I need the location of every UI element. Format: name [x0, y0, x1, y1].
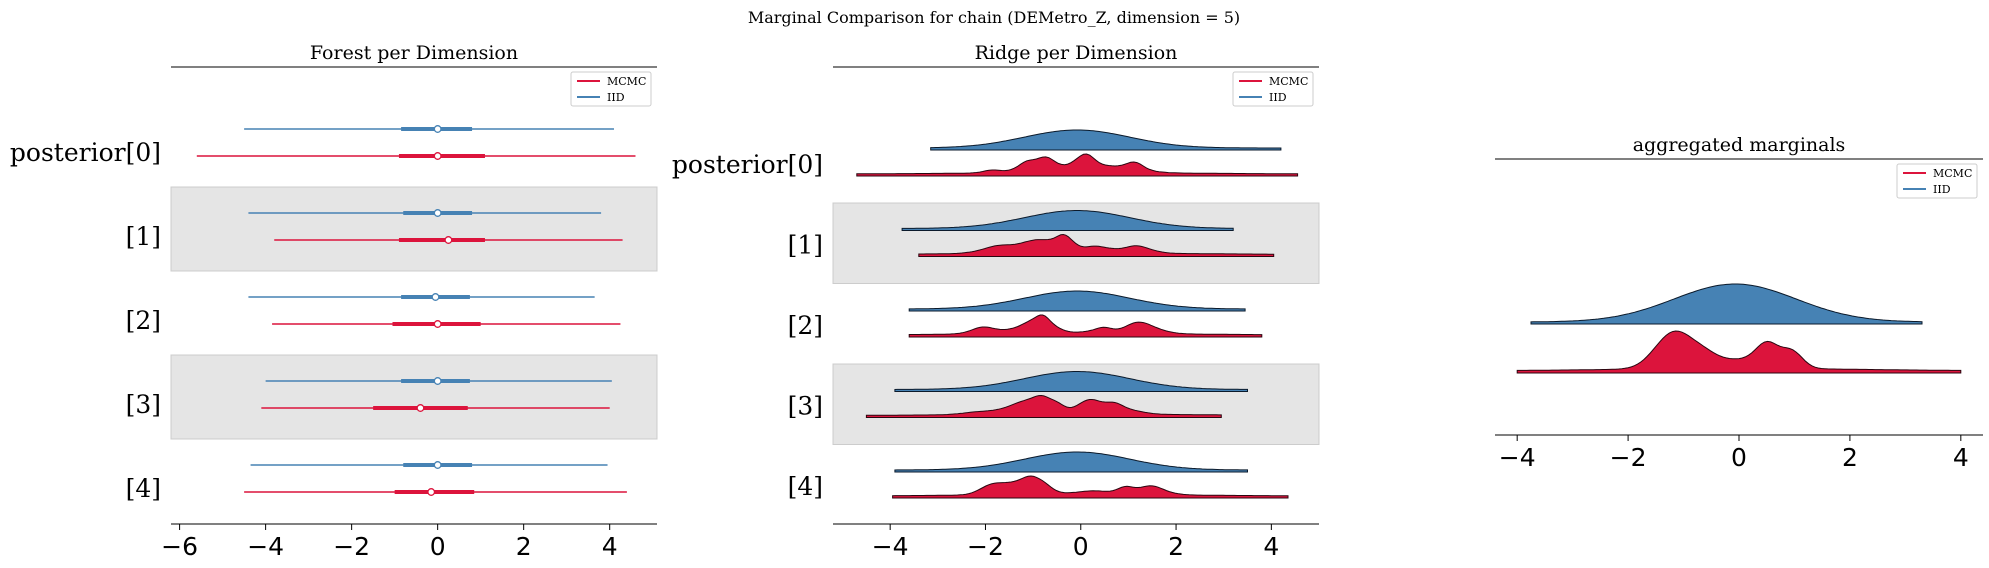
forest-panel: Forest per Dimension posterior[0] [1] [2] [… [10, 42, 658, 561]
forest-legend-iid-label: IID [607, 91, 625, 104]
forest-mcmc-median-point [433, 320, 442, 328]
forest-mcmc-median-point [427, 488, 436, 496]
aggregated-legend: MCMC IID [1896, 163, 1978, 199]
forest-iid-median-point [433, 461, 442, 469]
ridge-x-tick-label: −4 [872, 532, 909, 561]
ridge-mcmc-density [856, 153, 1299, 177]
ridge-x-tick-label: −2 [967, 532, 1004, 561]
forest-row-band [170, 354, 658, 440]
forest-x-tick-label: 2 [516, 532, 532, 561]
forest-row-label: posterior[0] [10, 138, 161, 167]
forest-iid-median-point [433, 125, 442, 133]
ridge-mcmc-density [908, 314, 1263, 338]
figure-suptitle: Marginal Comparison for chain (DEMetro_Z… [748, 8, 1240, 27]
aggregated-panel-title: aggregated marginals [1633, 134, 1846, 156]
forest-row-label: [4] [126, 474, 161, 503]
ridge-mcmc-density [918, 233, 1275, 257]
forest-iid-median-point [433, 209, 442, 217]
aggregated-x-tick-label: 4 [1953, 443, 1969, 472]
ridge-iid-density [901, 210, 1234, 231]
ridge-row-label: [1] [788, 231, 823, 260]
aggregated-x-tick-label: 0 [1731, 443, 1747, 472]
ridge-row-label: [4] [788, 472, 823, 501]
ridge-mcmc-density [892, 475, 1289, 499]
ridge-legend: MCMC IID [1232, 71, 1314, 107]
forest-legend-mcmc-label: MCMC [607, 75, 646, 88]
ridge-iid-density [894, 451, 1248, 473]
ridge-mcmc-density [865, 394, 1222, 418]
ridge-x-tick-label: 2 [1168, 532, 1184, 561]
forest-iid-median-point [433, 377, 442, 385]
ridge-iid-density [894, 371, 1248, 392]
ridge-x-tick-label: 0 [1073, 532, 1089, 561]
forest-row-label: [1] [126, 222, 161, 251]
forest-panel-title: Forest per Dimension [310, 42, 518, 64]
aggregated-mcmc-density [1516, 330, 1962, 374]
aggregated-x-tick-label: 2 [1842, 443, 1858, 472]
forest-x-tick-label: 4 [602, 532, 618, 561]
forest-x-tick-label: −2 [333, 532, 370, 561]
aggregated-x-tick-label: −4 [1499, 443, 1536, 472]
forest-x-tick-label: −6 [161, 532, 198, 561]
aggregated-panel: aggregated marginals −4 −2 0 2 4 MCMC IID [1495, 134, 1983, 472]
ridge-legend-mcmc-label: MCMC [1269, 75, 1308, 88]
ridge-row-label: [2] [788, 311, 823, 340]
forest-iid-median-point [431, 293, 440, 301]
aggregated-x-tick-label: −2 [1610, 443, 1647, 472]
ridge-row-label: [3] [788, 392, 823, 421]
forest-mcmc-median-point [433, 152, 442, 160]
forest-legend: MCMC IID [570, 71, 652, 107]
aggregated-legend-mcmc-label: MCMC [1933, 167, 1972, 180]
ridge-panel-title: Ridge per Dimension [975, 42, 1178, 64]
ridge-iid-density [908, 290, 1246, 312]
forest-row-label: [3] [126, 390, 161, 419]
forest-row-label: [2] [126, 306, 161, 335]
forest-x-tick-label: −4 [247, 532, 284, 561]
aggregated-legend-iid-label: IID [1933, 183, 1951, 196]
ridge-iid-density [930, 129, 1282, 151]
aggregated-iid-density [1530, 283, 1923, 325]
ridge-x-tick-label: 4 [1263, 532, 1279, 561]
ridge-panel: Ridge per Dimension posterior[0] [1] [2] [3… [672, 42, 1320, 561]
forest-mcmc-median-point [444, 236, 453, 244]
forest-mcmc-median-point [416, 404, 425, 412]
forest-x-tick-label: 0 [430, 532, 446, 561]
ridge-legend-iid-label: IID [1269, 91, 1287, 104]
forest-row-band [170, 186, 658, 272]
ridge-row-label: posterior[0] [672, 150, 823, 179]
